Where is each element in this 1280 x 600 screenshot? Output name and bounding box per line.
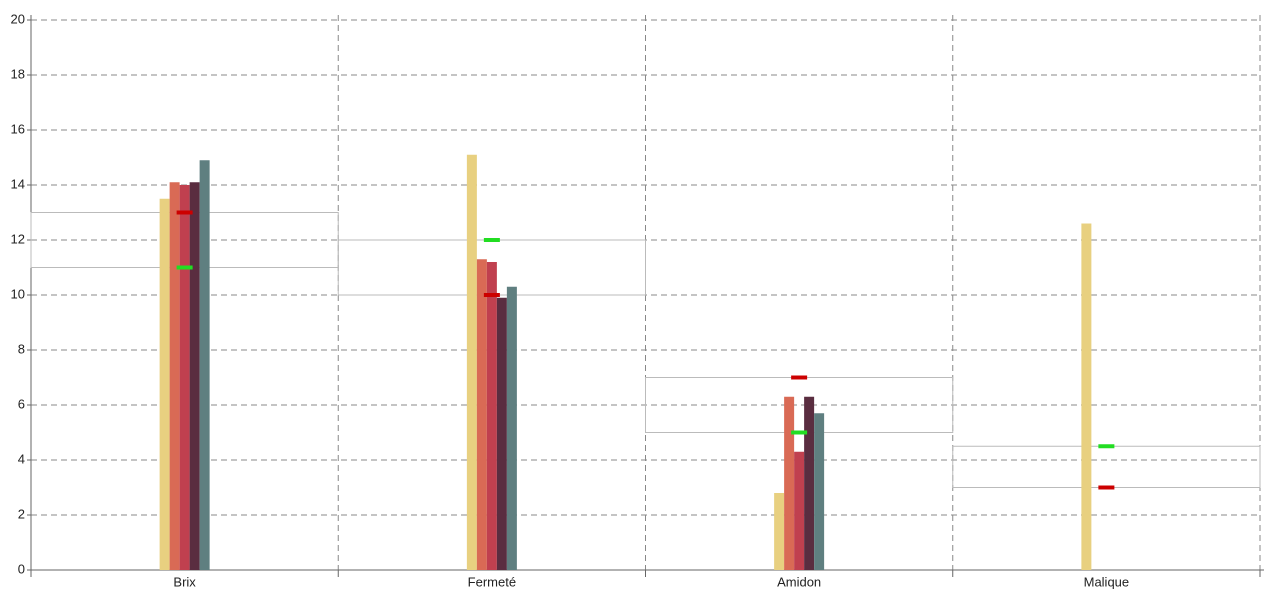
y-tick-label: 8 (18, 341, 25, 356)
bar (199, 160, 210, 570)
bar (506, 286, 517, 570)
x-tick-label: Fermeté (468, 574, 516, 589)
bar (774, 493, 785, 570)
bar (1081, 223, 1092, 570)
y-tick-label: 6 (18, 396, 25, 411)
x-tick-label: Brix (173, 574, 196, 589)
reference-marker (483, 293, 500, 297)
y-tick-label: 2 (18, 506, 25, 521)
y-tick-label: 10 (11, 286, 25, 301)
bar (179, 185, 190, 570)
x-tick-label: Malique (1084, 574, 1130, 589)
bar (814, 413, 825, 570)
y-tick-label: 14 (11, 176, 25, 191)
bar (159, 198, 170, 570)
y-tick-label: 16 (11, 121, 25, 136)
y-tick-label: 12 (11, 231, 25, 246)
y-tick-label: 4 (18, 451, 25, 466)
bar (496, 297, 507, 570)
reference-marker (1098, 444, 1115, 449)
bar (466, 154, 477, 570)
bar (794, 451, 805, 570)
bar (169, 182, 180, 570)
reference-marker (483, 238, 500, 242)
bar (784, 396, 795, 570)
x-tick-label: Amidon (777, 574, 821, 589)
reference-marker (176, 210, 193, 215)
range-box (952, 445, 1261, 488)
y-tick-label: 0 (18, 561, 25, 576)
reference-marker (176, 265, 193, 270)
reference-marker (1098, 485, 1115, 490)
y-tick-label: 18 (11, 66, 25, 81)
y-tick-label: 20 (11, 11, 25, 26)
bar (476, 259, 487, 570)
bar (804, 396, 815, 570)
bar (189, 182, 200, 570)
reference-marker (791, 430, 808, 435)
bar (486, 262, 497, 570)
reference-marker (791, 375, 808, 380)
